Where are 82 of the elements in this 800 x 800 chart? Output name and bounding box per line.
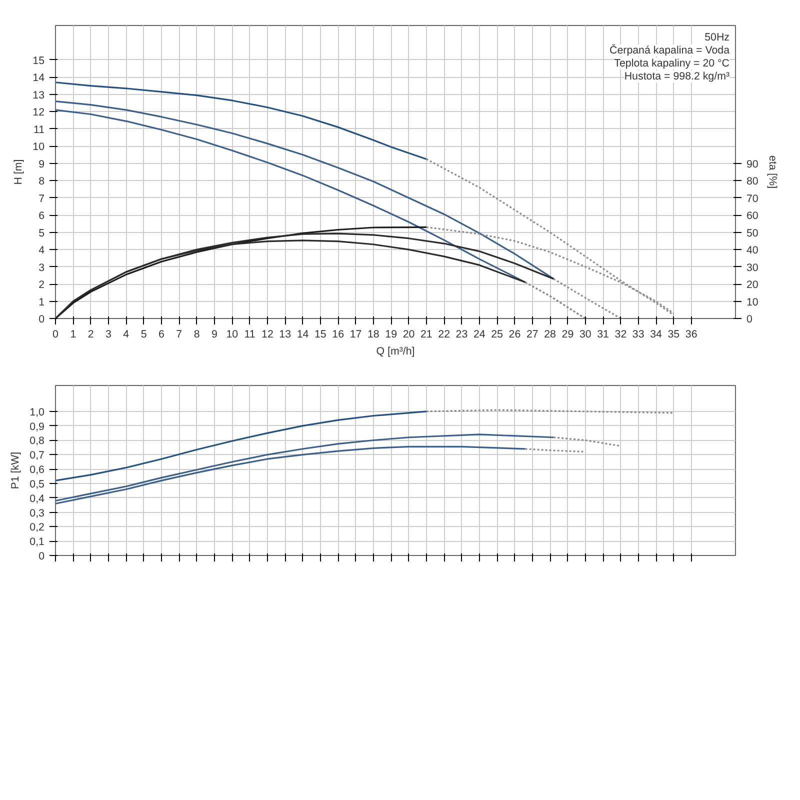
y-tick-label: 8 xyxy=(38,176,45,188)
annotation: 50Hz xyxy=(704,32,730,44)
y2-tick-label: 50 xyxy=(746,227,758,240)
annotation: Hustota = 998.2 kg/m³ xyxy=(624,70,730,82)
annotation: Teplota kapaliny = 20 °C xyxy=(614,58,730,70)
x-tick-label: 34 xyxy=(650,328,662,340)
y-tick-label: 0,3 xyxy=(30,507,45,520)
y-tick-label: 0,1 xyxy=(30,536,45,548)
y-tick-label: 0,9 xyxy=(30,420,45,433)
y-tick-label: 0,5 xyxy=(30,478,45,490)
x-tick-label: 5 xyxy=(140,328,147,340)
y2-tick-label: 40 xyxy=(746,244,758,257)
y-tick-label: 0,2 xyxy=(30,522,45,534)
y-tick-label: 4 xyxy=(38,244,45,257)
x-tick-label: 30 xyxy=(579,328,592,340)
x-tick-label: 32 xyxy=(614,328,627,340)
y-tick-label: 12 xyxy=(32,106,45,119)
y-axis-title: H [m] xyxy=(12,159,25,185)
y-tick-label: 13 xyxy=(32,89,45,102)
x-tick-label: 4 xyxy=(123,328,130,340)
y-tick-label: 0,6 xyxy=(30,464,45,476)
y-tick-label: 15 xyxy=(32,54,45,67)
x-tick-label: 27 xyxy=(526,328,538,340)
y-tick-label: 3 xyxy=(38,262,45,274)
x-tick-label: 16 xyxy=(332,328,344,340)
x-tick-label: 20 xyxy=(402,328,415,340)
x-tick-label: 35 xyxy=(668,328,680,340)
annotation: Čerpaná kapalina = Voda xyxy=(610,44,730,56)
y2-tick-label: 20 xyxy=(746,279,758,292)
y2-tick-label: 80 xyxy=(746,176,758,188)
y2-tick-label: 0 xyxy=(746,314,752,326)
x-tick-label: 13 xyxy=(279,328,292,340)
x-tick-label: 0 xyxy=(52,328,59,340)
x-tick-label: 29 xyxy=(562,328,574,340)
y-tick-label: 0 xyxy=(38,550,45,562)
y-tick-label: 6 xyxy=(38,210,45,222)
y2-tick-label: 70 xyxy=(746,192,758,205)
x-tick-label: 18 xyxy=(367,328,380,340)
y2-tick-label: 10 xyxy=(746,296,758,308)
y-tick-label: 9 xyxy=(38,158,45,170)
y-tick-label: 11 xyxy=(33,124,45,136)
y-tick-label: 14 xyxy=(32,72,45,84)
y2-tick-label: 90 xyxy=(746,158,758,170)
x-tick-label: 26 xyxy=(508,328,521,340)
x-tick-label: 2 xyxy=(88,328,94,340)
y2-tick-label: 30 xyxy=(746,262,758,274)
y2-axis-title: eta [%] xyxy=(766,155,778,189)
x-tick-label: 22 xyxy=(438,328,450,340)
x-tick-label: 36 xyxy=(685,328,698,340)
x-tick-label: 3 xyxy=(106,328,112,340)
x-tick-label: 21 xyxy=(420,328,432,340)
x-tick-label: 17 xyxy=(350,328,362,340)
y-tick-label: 7 xyxy=(38,192,45,205)
y-tick-label: 0 xyxy=(38,314,45,326)
y-tick-label: 0,8 xyxy=(30,435,45,448)
y-tick-label: 0,4 xyxy=(30,492,45,505)
x-tick-label: 33 xyxy=(632,328,644,340)
y-axis-title: P1 [kW] xyxy=(10,452,22,490)
x-tick-label: 7 xyxy=(176,328,182,340)
y-tick-label: 1 xyxy=(38,296,45,308)
x-tick-label: 28 xyxy=(544,328,556,340)
y2-tick-label: 60 xyxy=(746,210,758,222)
x-tick-label: 8 xyxy=(194,328,200,340)
y-tick-label: 2 xyxy=(38,279,45,292)
x-tick-label: 19 xyxy=(385,328,398,340)
x-tick-label: 11 xyxy=(244,328,256,340)
x-tick-label: 23 xyxy=(456,328,468,340)
x-tick-label: 1 xyxy=(70,328,76,340)
y-tick-label: 1,0 xyxy=(30,406,45,418)
x-tick-label: 24 xyxy=(473,328,486,340)
x-tick-label: 9 xyxy=(212,328,218,340)
x-tick-label: 25 xyxy=(491,328,504,340)
x-tick-label: 6 xyxy=(158,328,165,340)
x-tick-label: 10 xyxy=(226,328,238,340)
y-tick-label: 0,7 xyxy=(30,450,45,462)
y-tick-label: 10 xyxy=(32,141,45,154)
x-tick-label: 14 xyxy=(296,328,309,340)
x-axis-title: Q [m³/h] xyxy=(376,346,415,358)
x-tick-label: 15 xyxy=(314,328,326,340)
x-tick-label: 31 xyxy=(597,328,610,340)
x-tick-label: 12 xyxy=(262,328,274,340)
y-tick-label: 5 xyxy=(38,227,45,240)
